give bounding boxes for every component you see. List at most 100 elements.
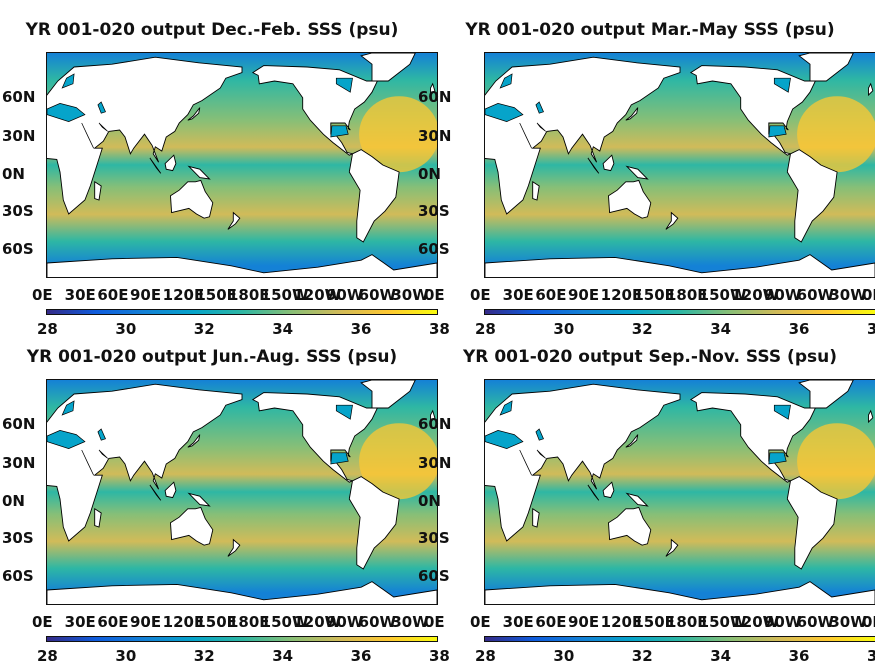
inland-sea — [768, 125, 787, 138]
lon-label: 0E — [862, 286, 875, 304]
lat-label: 60S — [2, 240, 34, 258]
lon-label: 120W — [293, 286, 342, 304]
colorbar-tick: 34 — [272, 647, 294, 665]
colorbar-tick: 28 — [37, 320, 58, 338]
colorbar-tick: 36 — [788, 320, 810, 338]
land-mass — [625, 434, 639, 448]
map-panel-jja: YR 001-020 output Jun.-Aug. SSS (psu) 60N… — [2, 347, 450, 665]
lon-label: 90W — [326, 286, 364, 304]
land-mass — [798, 380, 854, 409]
lat-label: 30N — [2, 454, 36, 472]
colorbar-tick: 28 — [37, 647, 58, 665]
land-mass — [786, 476, 838, 570]
lon-label: 0E — [470, 613, 491, 631]
atlantic-high-salinity — [359, 96, 437, 173]
land-mass — [587, 157, 600, 174]
map-panel-mam: YR 001-020 output Mar.-May SSS (psu) 60N 3… — [418, 20, 875, 338]
lon-label: 150W — [698, 286, 747, 304]
land-mass — [47, 383, 243, 542]
lat-label: 30N — [2, 127, 36, 145]
inland-sea — [773, 77, 791, 93]
lat-label: 60N — [2, 415, 36, 433]
land-mass — [430, 82, 436, 97]
lon-label: 30W — [829, 286, 867, 304]
colorbar-tick: 38 — [867, 647, 875, 665]
lon-label: 0E — [470, 286, 491, 304]
lon-label: 150E — [633, 286, 675, 304]
lat-label: 60N — [2, 88, 36, 106]
lat-label: 0N — [418, 165, 441, 183]
land-mass — [602, 481, 615, 499]
inland-sea — [768, 452, 787, 465]
lon-label: 120W — [731, 286, 780, 304]
colorbar-tick: 30 — [115, 647, 137, 665]
colorbar-tick: 34 — [710, 647, 732, 665]
colorbar-tick: 34 — [710, 320, 732, 338]
inland-sea — [499, 400, 513, 416]
lon-label: 30E — [64, 613, 96, 631]
land-mass — [485, 56, 681, 215]
lon-label: 180E — [666, 286, 708, 304]
lat-label: 30S — [2, 202, 34, 220]
inland-sea — [81, 122, 94, 149]
land-mass — [798, 53, 854, 82]
lat-label: 30S — [418, 202, 450, 220]
land-mass — [665, 538, 679, 557]
inland-sea — [519, 449, 532, 476]
lon-label: 120W — [731, 613, 780, 631]
lat-label: 60S — [418, 567, 450, 585]
colorbar-tick: 32 — [193, 320, 215, 338]
land-mass — [164, 154, 177, 172]
land-mass — [47, 581, 437, 604]
sss-map — [484, 379, 875, 605]
panel-title: YR 001-020 output Mar.-May SSS (psu) — [465, 20, 835, 40]
land-mass — [227, 538, 241, 557]
lon-label: 90E — [568, 613, 600, 631]
panel-title: YR 001-020 output Sep.-Nov. SSS (psu) — [463, 347, 837, 367]
colorbar-tick: 32 — [631, 647, 653, 665]
lon-label: 90E — [130, 286, 162, 304]
lon-label: 60W — [796, 286, 835, 304]
lat-label: 30S — [2, 529, 34, 547]
lon-label: 0E — [32, 613, 53, 631]
land-mass — [47, 254, 437, 277]
inland-sea — [97, 101, 106, 114]
inland-sea — [773, 404, 791, 420]
land-mass — [187, 434, 201, 448]
lat-label: 0N — [418, 492, 441, 510]
atlantic-high-salinity — [797, 423, 875, 500]
land-mass — [485, 254, 875, 277]
land-mass — [149, 157, 162, 174]
sss-map — [46, 379, 438, 605]
land-mass — [94, 180, 102, 201]
land-mass — [164, 481, 177, 499]
map-panel-son: YR 001-020 output Sep.-Nov. SSS (psu) 60N… — [418, 347, 875, 665]
land-mass — [360, 380, 416, 409]
atlantic-high-salinity — [359, 423, 437, 500]
land-mass — [170, 179, 214, 219]
inland-sea — [47, 103, 86, 122]
colorbar-tick: 30 — [115, 320, 137, 338]
land-mass — [625, 107, 639, 121]
land-mass — [587, 484, 600, 501]
lon-label: 90E — [130, 613, 162, 631]
inland-sea — [98, 449, 108, 459]
lon-label: 30E — [502, 613, 534, 631]
lon-label: 0E — [424, 286, 445, 304]
lon-label: 120E — [162, 613, 205, 631]
colorbar-tick: 30 — [553, 647, 575, 665]
land-mass — [94, 507, 102, 528]
colorbar-tick: 36 — [350, 647, 372, 665]
colorbar-tick: 28 — [475, 647, 496, 665]
inland-sea — [330, 452, 349, 465]
land-mass — [170, 506, 214, 546]
lat-label: 60N — [418, 88, 452, 106]
lon-label: 60E — [535, 286, 567, 304]
land-mass — [149, 484, 162, 501]
lon-label: 150W — [698, 613, 747, 631]
sss-map — [484, 52, 875, 278]
colorbar-tick: 38 — [867, 320, 875, 338]
inland-sea — [485, 430, 524, 449]
lon-label: 60W — [358, 613, 397, 631]
lon-label: 120E — [600, 286, 643, 304]
